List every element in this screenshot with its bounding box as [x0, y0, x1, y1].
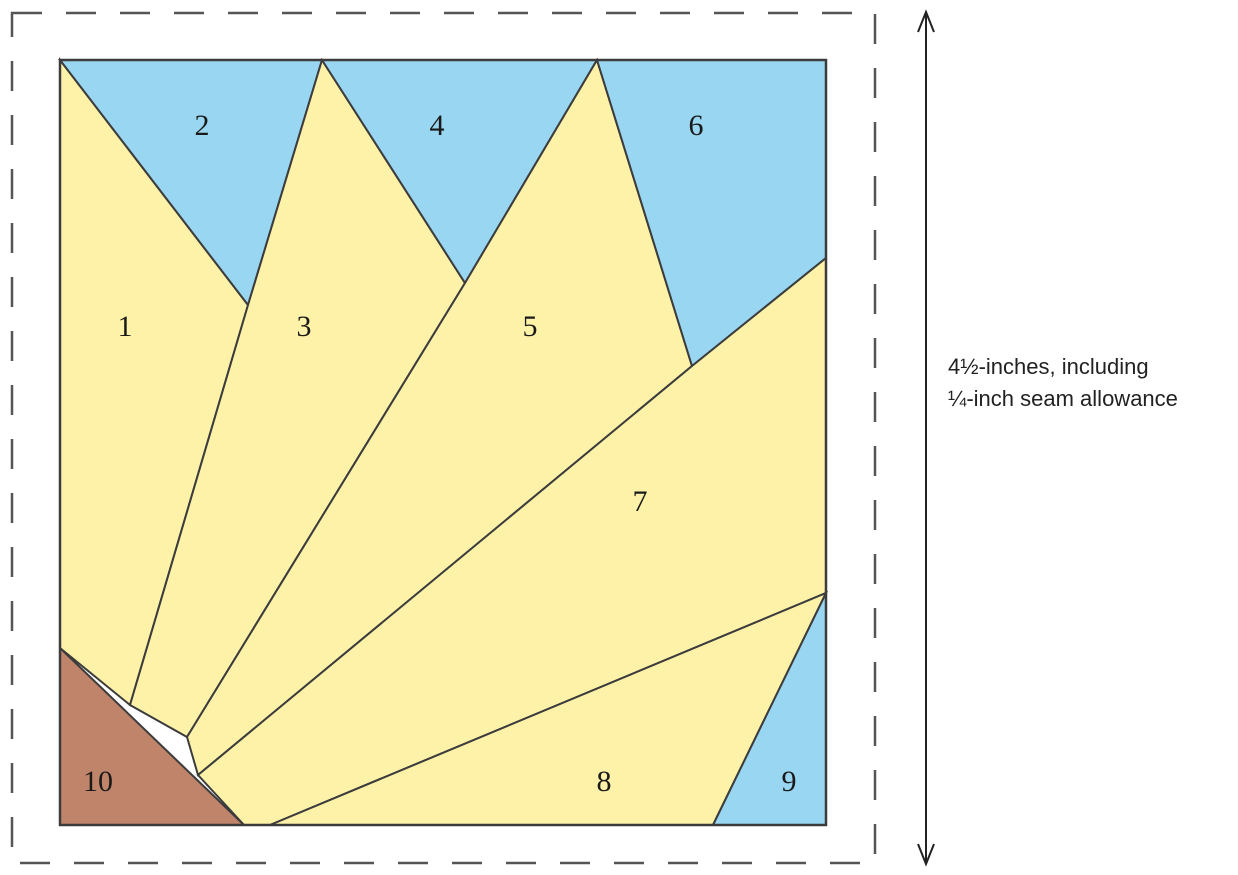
piece-label-6: 6: [689, 109, 704, 142]
dimension-label-line1: 4½-inches, including: [948, 354, 1149, 379]
piece-label-10: 10: [83, 765, 113, 798]
dimension-arrow-top-head: [917, 9, 935, 33]
piece-label-5: 5: [523, 310, 538, 343]
piece-label-2: 2: [195, 109, 210, 142]
piece-label-4: 4: [430, 109, 445, 142]
piece-label-1: 1: [118, 310, 133, 343]
piece-label-7: 7: [633, 485, 648, 518]
dimension-label-line2: ¼-inch seam allowance: [948, 386, 1178, 411]
piece-label-8: 8: [597, 765, 612, 798]
piece-label-9: 9: [782, 765, 797, 798]
block-outline: [58, 58, 828, 827]
piece-label-3: 3: [297, 310, 312, 343]
dimension-arrow-bottom-head: [917, 843, 935, 867]
